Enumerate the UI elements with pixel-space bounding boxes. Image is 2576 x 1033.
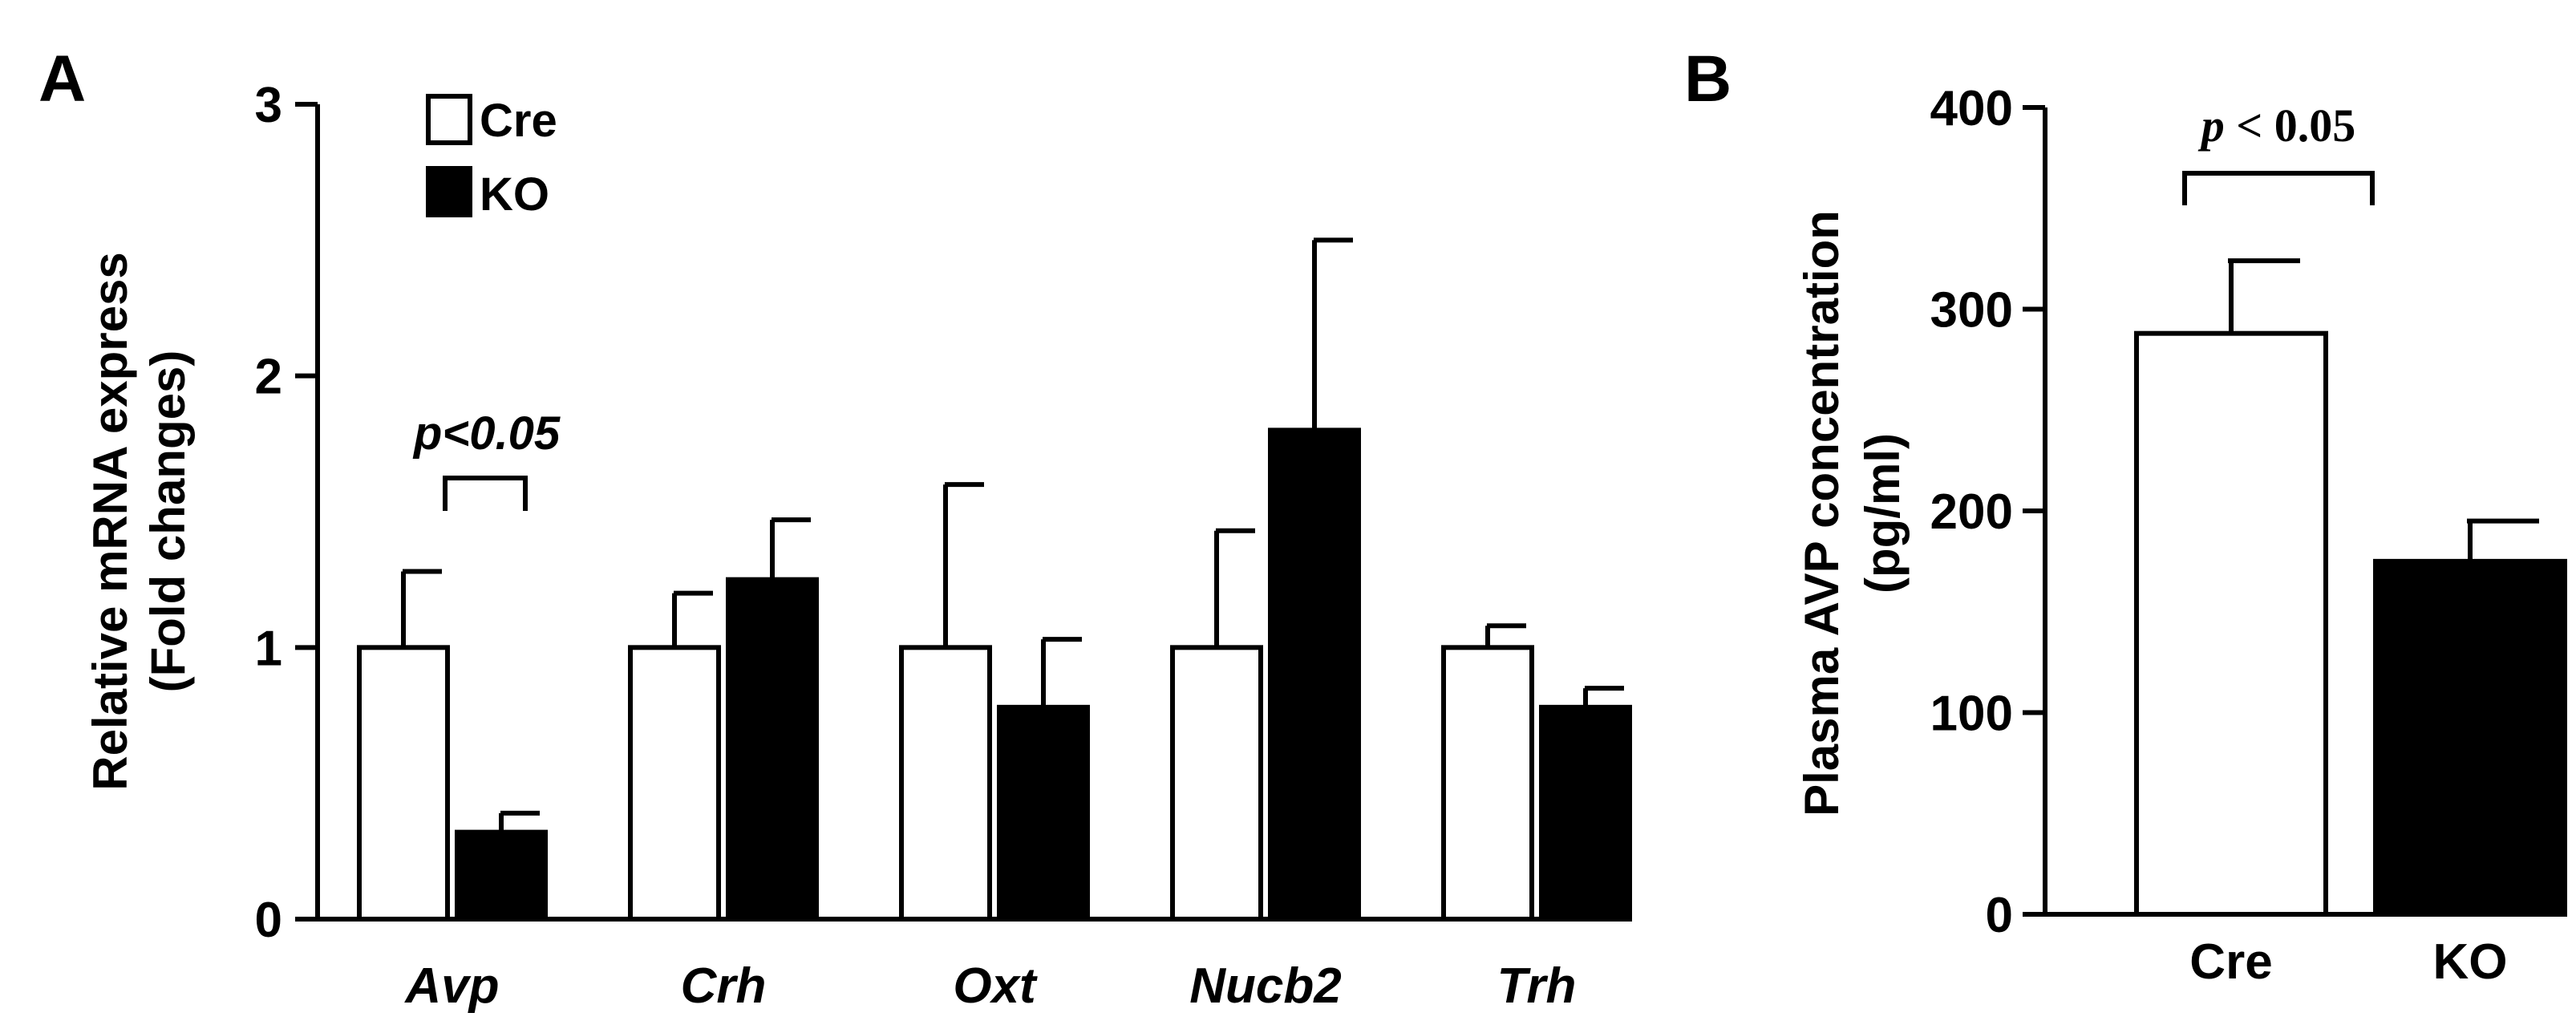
panel-a-bar-ko <box>1268 427 1361 922</box>
legend-label-cre: Cre <box>480 95 557 147</box>
panel-a-bar-cre <box>1441 645 1534 922</box>
panel-b-y-axis-label-line: (pg/ml) <box>1856 433 1910 593</box>
panel-a-y-tick-label: 2 <box>255 350 282 405</box>
panel-b-y-tick-label: 300 <box>1930 283 2013 338</box>
panel-a-bar-cre <box>899 645 992 922</box>
panel-b-significance-label: p < 0.05 <box>2197 99 2356 152</box>
panel-a-bar-cre <box>628 645 721 922</box>
panel-b-bar-cre <box>2134 330 2328 917</box>
panel-b-y-tick-label: 200 <box>1930 484 2013 540</box>
panel-a-category-label: Avp <box>403 958 499 1014</box>
panel-a-category-label: Trh <box>1497 958 1577 1014</box>
panel-a-bar-ko <box>997 704 1090 922</box>
panel-b-y-tick-label: 400 <box>1930 81 2013 136</box>
panel-a-bar-cre <box>357 645 450 922</box>
panel-a-chart: A 0 1 2 3 Relative mRNA express(Fold changes)… <box>38 43 1632 1014</box>
panel-a-bar-ko <box>726 577 819 922</box>
legend-swatch-cre <box>426 94 472 145</box>
panel-a-label: A <box>38 43 86 115</box>
panel-a-bar-ko <box>1539 704 1632 922</box>
panel-a-bar-cre <box>1170 645 1263 922</box>
panel-a-significance-bracket <box>443 476 528 511</box>
panel-b-category-label: Cre <box>2189 934 2272 990</box>
panel-b-label: B <box>1684 43 1732 115</box>
panel-b-significance-bracket <box>2182 171 2375 205</box>
panel-a-category-label: Crh <box>681 958 767 1014</box>
panel-a-category-label: Nucb2 <box>1189 958 1341 1014</box>
panel-b-chart: B 0 100 200 300 400 Plasma AVP concentration (p… <box>1684 43 2567 990</box>
panel-a-y-axis-label: Relative mRNA express(Fold changes) <box>83 252 195 790</box>
panel-b-bar-ko <box>2373 558 2567 917</box>
panel-a-significance-label: p<0.05 <box>412 407 561 460</box>
legend-swatch-ko <box>426 166 472 217</box>
legend-label-ko: KO <box>480 168 549 221</box>
panel-b-category-label: KO <box>2433 934 2508 990</box>
panel-b-y-axis-label-line: Plasma AVP concentration <box>1795 210 1849 816</box>
panel-b-y-tick-label: 0 <box>1986 888 2013 943</box>
panel-a-y-axis-label-line: (Fold changes) <box>141 350 195 693</box>
panel-a-y-tick-label: 3 <box>255 78 282 133</box>
panel-a-y-tick-label: 1 <box>255 621 282 676</box>
panel-a-bar-ko <box>455 829 548 922</box>
panel-a-y-tick-label: 0 <box>255 893 282 948</box>
panel-a-category-label: Oxt <box>953 958 1038 1014</box>
panel-a-y-axis-label-line: Relative mRNA express <box>83 252 137 790</box>
panel-b-significance-value: < 0.05 <box>2225 99 2356 152</box>
panel-b-significance-p: p <box>2197 99 2225 152</box>
panel-b-y-tick-label: 100 <box>1930 687 2013 742</box>
panel-b-y-axis-label: Plasma AVP concentration (pg/ml) <box>1795 210 1910 816</box>
